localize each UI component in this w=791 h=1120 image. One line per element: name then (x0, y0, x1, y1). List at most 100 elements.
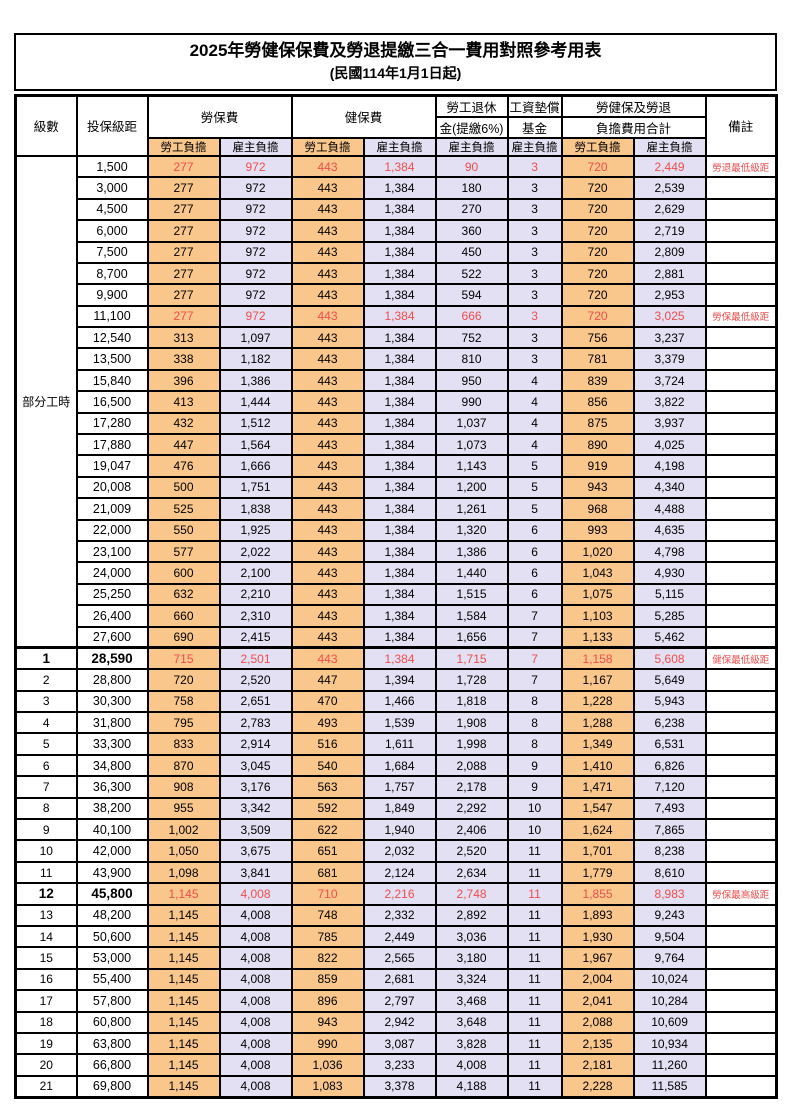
bracket-cell: 55,400 (75, 967, 149, 992)
bracket-cell: 33,300 (75, 732, 149, 756)
value-cell: 972 (218, 154, 293, 179)
remark-cell (704, 903, 778, 928)
value-cell: 3 (506, 326, 563, 350)
value-cell: 3,025 (632, 304, 707, 329)
remark-cell (704, 432, 778, 457)
value-cell: 3,379 (632, 347, 707, 371)
value-cell: 1,855 (560, 882, 635, 906)
table-row: 2 28,800 720 2,520 447 1,394 1,728 7 1,167 5,649 (14, 668, 778, 692)
table-row: 3 30,300 758 2,651 470 1,466 1,818 8 1,228 5,943 (14, 689, 778, 714)
header-wage-fund-line2: 基金 (506, 115, 563, 139)
bracket-cell: 31,800 (75, 711, 149, 735)
value-cell: 11 (506, 860, 563, 885)
bracket-cell: 17,880 (75, 432, 149, 457)
value-cell: 550 (146, 518, 221, 542)
value-cell: 4,635 (632, 518, 707, 542)
value-cell: 3 (506, 240, 563, 264)
level-cell: 8 (14, 796, 78, 821)
value-cell: 443 (290, 219, 365, 243)
value-cell: 516 (290, 732, 365, 756)
remark-cell (704, 668, 778, 692)
value-cell: 8,983 (632, 882, 707, 906)
value-cell: 313 (146, 326, 221, 350)
table-row: 23,100 577 2,022 443 1,384 1,386 6 1,020 4,798 (16, 539, 778, 564)
bracket-cell: 45,800 (75, 882, 149, 906)
value-cell: 1,849 (362, 796, 437, 821)
value-cell: 10 (506, 818, 563, 842)
remark-cell (704, 1074, 778, 1099)
table-row: 26,400 660 2,310 443 1,384 1,584 7 1,103 5,285 (16, 604, 778, 628)
value-cell: 277 (146, 261, 221, 286)
value-cell: 1,394 (362, 668, 437, 692)
value-cell: 277 (146, 154, 221, 179)
value-cell: 447 (146, 432, 221, 457)
bracket-cell: 40,100 (75, 818, 149, 842)
value-cell: 1,384 (362, 497, 437, 521)
value-cell: 11 (506, 903, 563, 928)
value-cell: 443 (290, 326, 365, 350)
value-cell: 2,088 (434, 753, 509, 778)
value-cell: 11 (506, 882, 563, 906)
value-cell: 2,310 (218, 604, 293, 628)
bracket-cell: 50,600 (75, 924, 149, 949)
value-cell: 1,145 (146, 903, 221, 928)
value-cell: 3,237 (632, 326, 707, 350)
value-cell: 3 (506, 176, 563, 200)
value-cell: 4,488 (632, 497, 707, 521)
remark-cell (704, 497, 778, 521)
header-labor-employer: 雇主負擔 (218, 136, 293, 157)
value-cell: 277 (146, 219, 221, 243)
value-cell: 6 (506, 582, 563, 607)
table-row: 4 31,800 795 2,783 493 1,539 1,908 8 1,288 6,238 (14, 711, 778, 735)
bracket-cell: 4,500 (75, 197, 149, 222)
value-cell: 2,100 (218, 561, 293, 585)
value-cell: 875 (560, 411, 635, 436)
value-cell: 443 (290, 497, 365, 521)
value-cell: 4 (506, 411, 563, 436)
value-cell: 2,210 (218, 582, 293, 607)
bracket-cell: 57,800 (75, 989, 149, 1013)
remark-cell: 勞保最低級距 (704, 304, 778, 329)
value-cell: 972 (218, 261, 293, 286)
value-cell: 11 (506, 924, 563, 949)
value-cell: 795 (146, 711, 221, 735)
value-cell: 443 (290, 390, 365, 414)
bracket-cell: 25,250 (75, 582, 149, 607)
table-row: 17,880 447 1,564 443 1,384 1,073 4 890 4,025 (16, 432, 778, 457)
value-cell: 972 (218, 283, 293, 307)
bracket-cell: 3,000 (75, 176, 149, 200)
bracket-cell: 22,000 (75, 518, 149, 542)
value-cell: 396 (146, 368, 221, 393)
bracket-cell: 34,800 (75, 753, 149, 778)
value-cell: 1,002 (146, 818, 221, 842)
value-cell: 1,200 (434, 475, 509, 500)
value-cell: 1,384 (362, 261, 437, 286)
value-cell: 943 (560, 475, 635, 500)
value-cell: 11 (506, 967, 563, 992)
value-cell: 7,493 (632, 796, 707, 821)
value-cell: 450 (434, 240, 509, 264)
bracket-cell: 19,047 (75, 454, 149, 478)
remark-cell (704, 518, 778, 542)
value-cell: 3,822 (632, 390, 707, 414)
level-cell: 14 (14, 924, 78, 949)
value-cell: 1,145 (146, 1031, 221, 1056)
table-row: 11 43,900 1,098 3,841 681 2,124 2,634 11 1,779 8,… (14, 860, 778, 885)
value-cell: 8 (506, 689, 563, 714)
level-cell: 1 (14, 646, 78, 671)
remark-cell (704, 967, 778, 992)
value-cell: 715 (146, 646, 221, 671)
value-cell: 443 (290, 261, 365, 286)
value-cell: 7 (506, 668, 563, 692)
value-cell: 1,384 (362, 347, 437, 371)
bracket-cell: 12,540 (75, 326, 149, 350)
value-cell: 968 (560, 497, 635, 521)
value-cell: 651 (290, 839, 365, 863)
value-cell: 1,182 (218, 347, 293, 371)
value-cell: 4,008 (218, 989, 293, 1013)
value-cell: 1,133 (560, 625, 635, 649)
value-cell: 1,384 (362, 518, 437, 542)
remark-cell (704, 197, 778, 222)
value-cell: 660 (146, 604, 221, 628)
